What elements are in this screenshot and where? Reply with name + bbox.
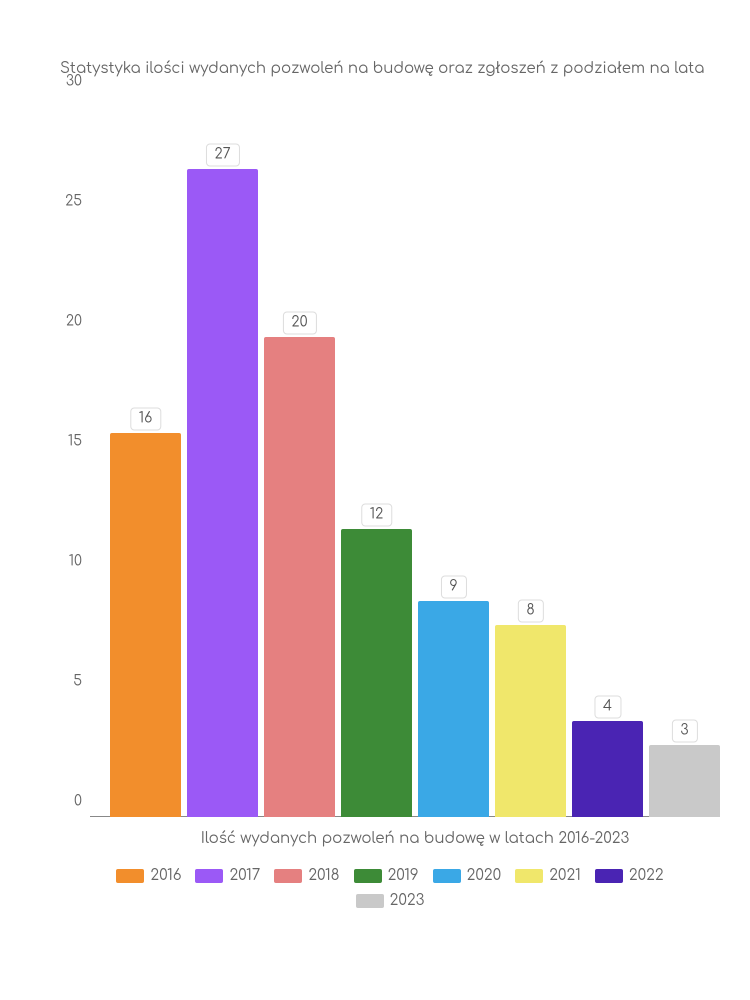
y-tick: 15 [68, 435, 82, 450]
legend-label: 2022 [629, 867, 664, 884]
bar-value-label: 8 [517, 600, 543, 623]
legend-swatch [116, 869, 144, 883]
y-tick: 30 [66, 75, 82, 90]
bar-value-label: 12 [361, 504, 392, 527]
bar-2021: 8 [495, 625, 566, 817]
legend-item-2021: 2021 [515, 867, 581, 884]
legend-label: 2019 [388, 867, 419, 884]
legend-item-2020: 2020 [433, 867, 502, 884]
bar-2022: 4 [572, 721, 643, 817]
y-axis: 051015202530 [60, 97, 90, 817]
y-tick: 10 [69, 555, 82, 570]
legend-item-2016: 2016 [116, 867, 181, 884]
y-tick: 25 [65, 195, 82, 210]
bar-value-label: 16 [130, 408, 161, 431]
legend-swatch [595, 869, 623, 883]
legend-label: 2016 [150, 867, 181, 884]
legend-swatch [515, 869, 543, 883]
legend-item-2017: 2017 [195, 867, 260, 884]
legend-swatch [195, 869, 223, 883]
plot-area: 051015202530 162720129843 Ilość wydanych… [90, 97, 720, 857]
bar-2018: 20 [264, 337, 335, 817]
bar-2016: 16 [110, 433, 181, 817]
bar-value-label: 4 [594, 696, 621, 719]
bars-group: 162720129843 [110, 97, 720, 817]
legend-item-2018: 2018 [274, 867, 339, 884]
legend: 2016 2017 2018 2019 2020 2021 2022 2023 [60, 867, 720, 909]
bar-value-label: 3 [671, 720, 697, 743]
chart-container: Statystyka ilości wydanych pozwoleń na b… [0, 0, 750, 1000]
legend-swatch [354, 869, 382, 883]
bar-2023: 3 [649, 745, 720, 817]
bar-2020: 9 [418, 601, 489, 817]
chart-title: Statystyka ilości wydanych pozwoleń na b… [60, 60, 720, 77]
bar-2019: 12 [341, 529, 412, 817]
legend-swatch [356, 894, 384, 908]
legend-item-2022: 2022 [595, 867, 664, 884]
x-axis-label: Ilość wydanych pozwoleń na budowę w lata… [110, 830, 720, 847]
legend-item-2023: 2023 [356, 892, 425, 909]
legend-label: 2017 [229, 867, 260, 884]
bar-value-label: 27 [205, 144, 239, 167]
bar-value-label: 20 [282, 312, 316, 335]
legend-label: 2023 [390, 892, 425, 909]
legend-label: 2020 [467, 867, 502, 884]
y-tick: 20 [66, 315, 82, 330]
bar-value-label: 9 [440, 576, 466, 599]
bar-2017: 27 [187, 169, 258, 817]
y-tick: 0 [74, 795, 82, 810]
legend-swatch [274, 869, 302, 883]
legend-label: 2018 [308, 867, 339, 884]
legend-label: 2021 [549, 867, 581, 884]
legend-swatch [433, 869, 461, 883]
y-tick: 5 [73, 675, 82, 690]
legend-item-2019: 2019 [354, 867, 419, 884]
